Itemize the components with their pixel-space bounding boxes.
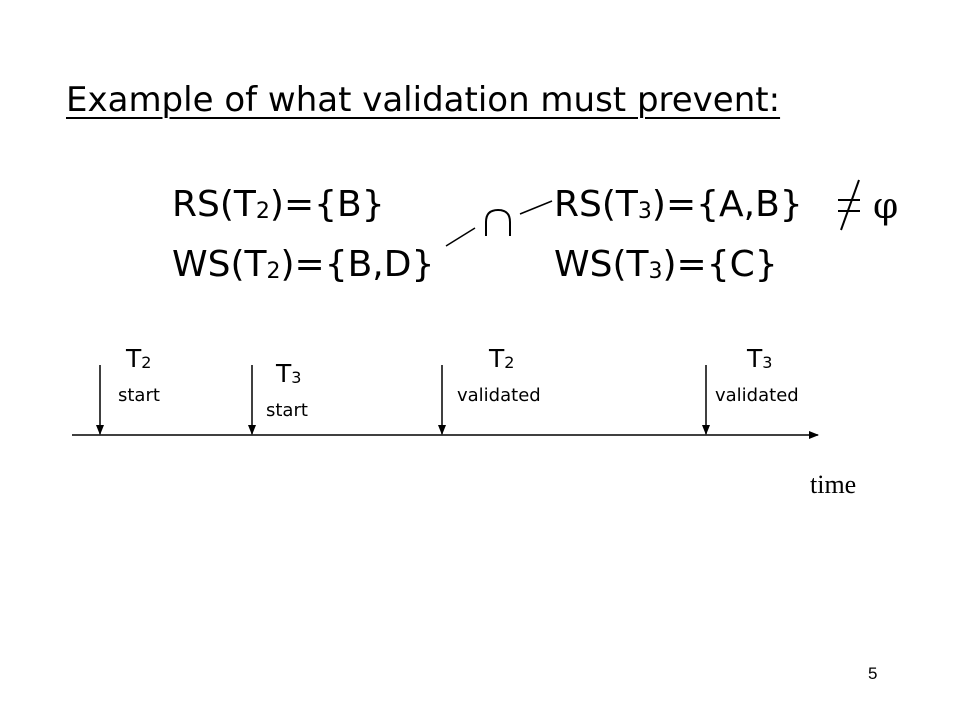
empty-set-symbol: φ <box>873 186 899 227</box>
timeline-axis-label: time <box>810 470 857 499</box>
connector-line-right <box>519 200 553 215</box>
timeline-event-t3-validated: validated <box>715 385 799 406</box>
timeline-event-t3-start: start <box>266 400 308 421</box>
t3-write-set: WS(T3)={C} <box>554 244 778 285</box>
t3-read-set: RS(T3)={A,B} <box>554 184 803 225</box>
page-number: 5 <box>868 664 878 683</box>
timeline-event-t2-start: start <box>118 385 160 406</box>
timeline-label-t3-validated: T3 <box>747 344 773 373</box>
connector-line-left <box>445 227 476 247</box>
timeline-label-t2-start: T2 <box>126 344 152 373</box>
timeline-label-t2-validated: T2 <box>489 344 515 373</box>
intersection-symbol-shape <box>485 208 511 236</box>
t2-write-set: WS(T2)={B,D} <box>172 244 435 285</box>
not-equal-slash <box>840 179 860 231</box>
timeline-label-t3-start: T3 <box>276 359 302 388</box>
slide-title: Example of what validation must prevent: <box>66 80 781 120</box>
t2-read-set: RS(T2)={B} <box>172 184 385 225</box>
timeline-event-t2-validated: validated <box>457 385 541 406</box>
